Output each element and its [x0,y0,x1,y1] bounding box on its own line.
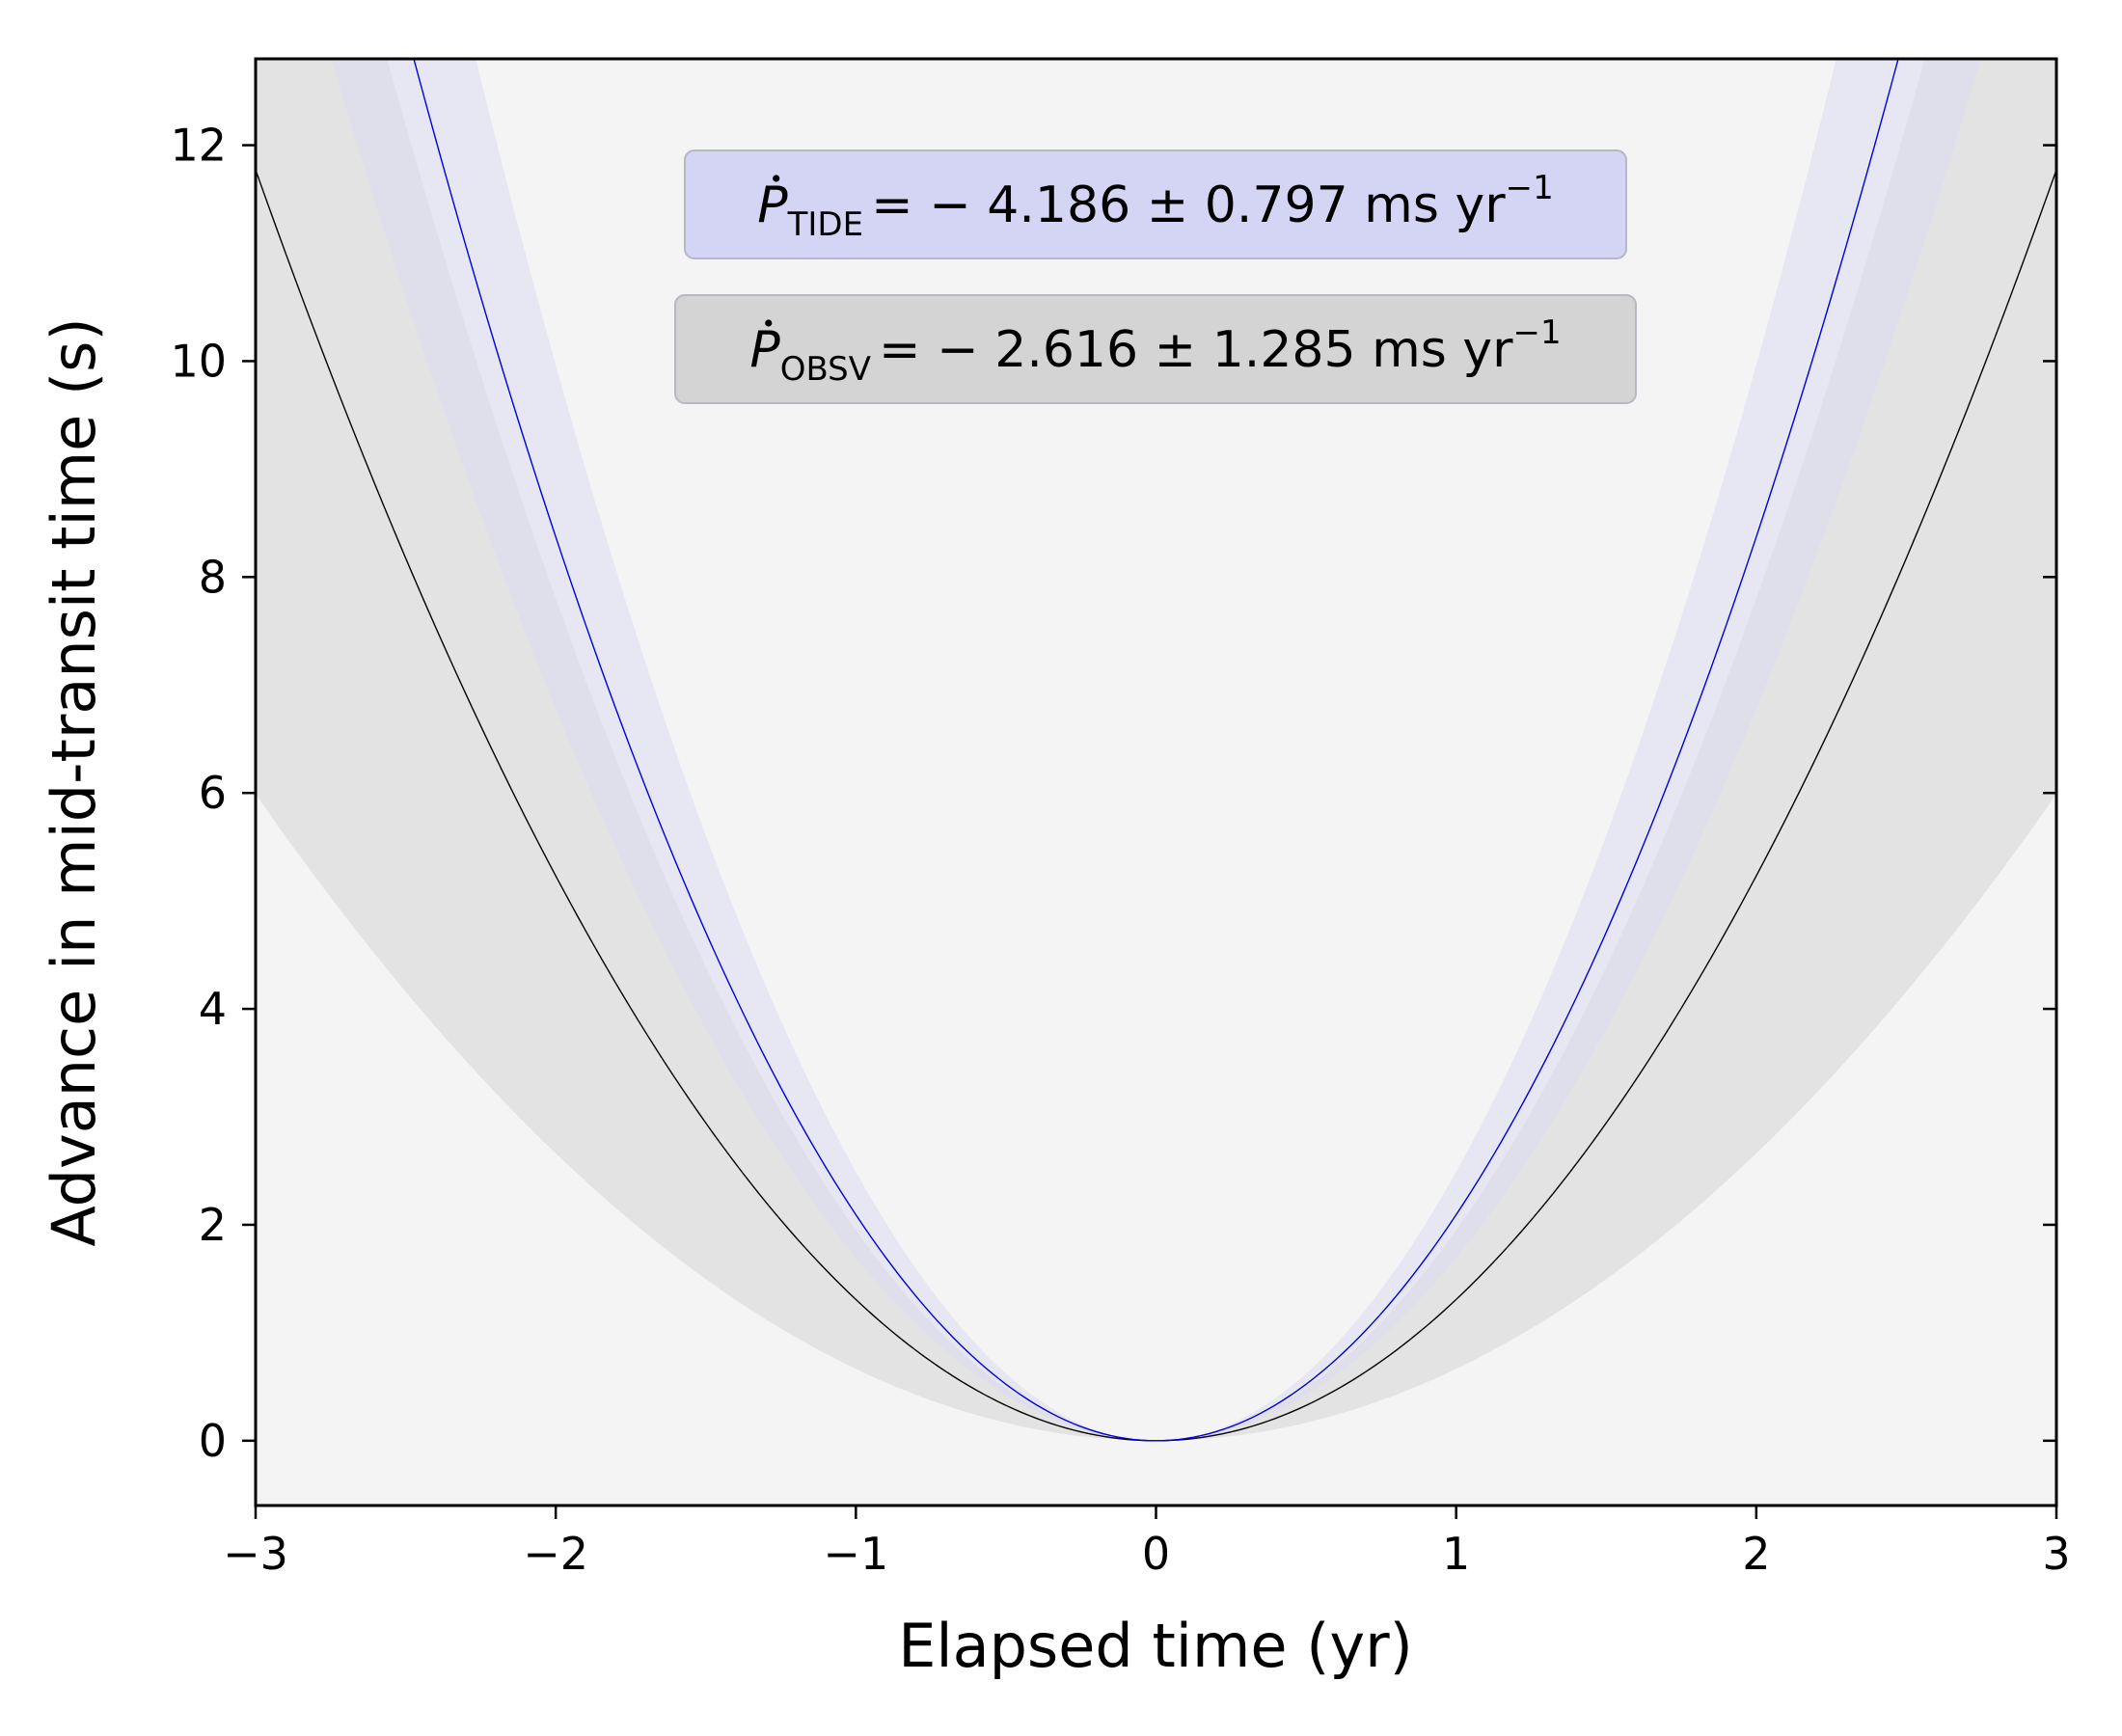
x-axis-label: Elapsed time (yr) [898,1611,1413,1681]
series-line-tide [413,59,1899,1442]
x-tick-label: −1 [823,1528,888,1580]
y-tick-label: 8 [199,551,227,603]
y-tick-label: 0 [199,1415,227,1467]
annotation-obsv: POBSV = − 2.616 ± 1.285 ms yr−1 [674,294,1637,404]
x-tick-label: −3 [223,1528,288,1580]
y-tick-label: 2 [199,1199,227,1251]
annotation-text-obsv: POBSV = − 2.616 ± 1.285 ms yr−1 [749,313,1561,389]
y-tick-label: 12 [170,120,227,172]
uncertainty-band-obsv [256,59,2056,1441]
y-tick-label: 10 [170,335,227,387]
uncertainty-band-tide [331,59,1981,1441]
annotation-text-tide: PTIDE = − 4.186 ± 0.797 ms yr−1 [757,169,1553,244]
annotation-box-tide [684,149,1627,259]
x-tick-label: 2 [1742,1528,1770,1580]
pdot-marker-tide [773,175,780,182]
y-axis-label: Advance in mid-transit time (s) [39,317,109,1246]
x-tick-label: −2 [523,1528,588,1580]
annotation-tide: PTIDE = − 4.186 ± 0.797 ms yr−1 [684,149,1627,259]
pdot-marker-obsv [765,319,773,327]
y-tick-label: 4 [199,983,227,1035]
x-tick-label: 1 [1442,1528,1470,1580]
x-tick-label: 0 [1142,1528,1170,1580]
y-tick-label: 6 [199,767,227,819]
x-tick-label: 3 [2042,1528,2070,1580]
annotation-box-obsv [674,294,1637,404]
